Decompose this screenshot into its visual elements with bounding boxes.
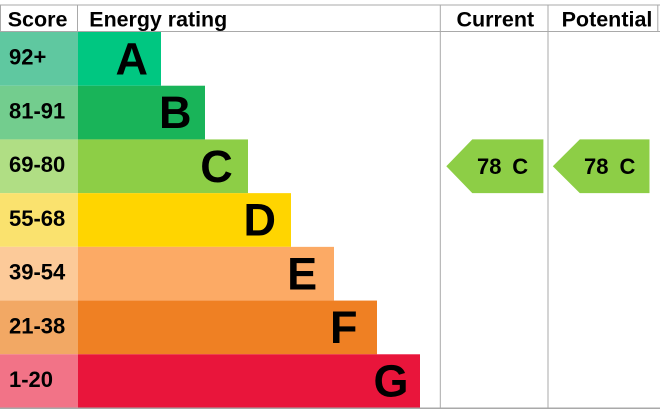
svg-text:69-80: 69-80 bbox=[9, 152, 65, 177]
svg-text:78: 78 bbox=[477, 154, 501, 179]
svg-text:21-38: 21-38 bbox=[9, 313, 65, 338]
svg-text:Current: Current bbox=[456, 8, 534, 32]
svg-text:G: G bbox=[373, 356, 408, 407]
svg-text:C: C bbox=[200, 141, 233, 192]
svg-text:C: C bbox=[512, 154, 528, 179]
svg-text:55-68: 55-68 bbox=[9, 206, 65, 231]
svg-text:D: D bbox=[244, 195, 277, 246]
svg-text:B: B bbox=[159, 87, 192, 138]
svg-text:39-54: 39-54 bbox=[9, 260, 66, 285]
svg-text:E: E bbox=[287, 248, 317, 299]
svg-text:Energy rating: Energy rating bbox=[89, 8, 227, 32]
svg-text:81-91: 81-91 bbox=[9, 98, 65, 123]
svg-text:1-20: 1-20 bbox=[9, 367, 53, 392]
svg-text:92+: 92+ bbox=[9, 45, 46, 70]
svg-text:A: A bbox=[115, 33, 148, 84]
svg-text:F: F bbox=[330, 302, 358, 353]
svg-text:C: C bbox=[619, 154, 635, 179]
svg-text:Potential: Potential bbox=[562, 8, 653, 32]
svg-text:78: 78 bbox=[584, 154, 608, 179]
svg-text:Score: Score bbox=[8, 8, 68, 32]
